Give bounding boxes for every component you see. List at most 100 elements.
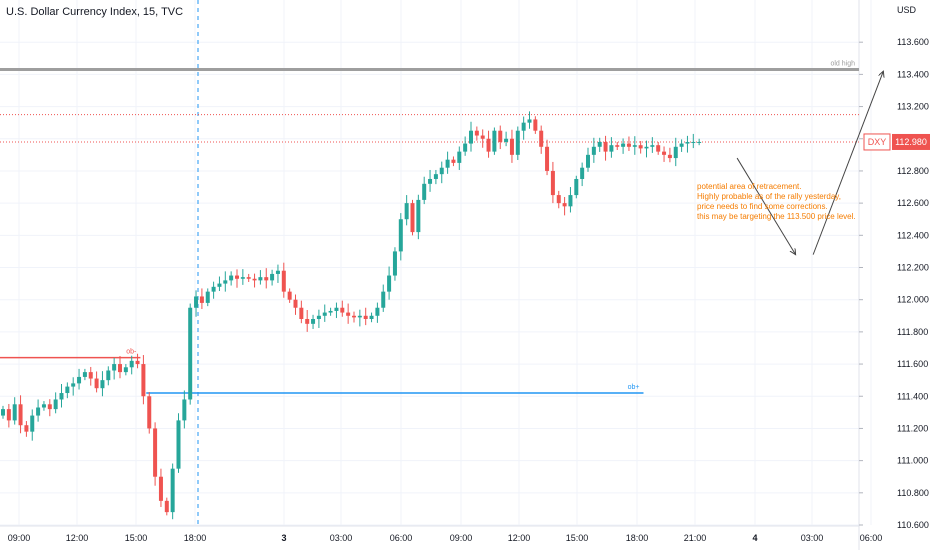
candle [398, 213, 403, 261]
candle [603, 135, 608, 161]
x-tick-label: 06:00 [390, 533, 413, 543]
y-tick-label: 112.600 [897, 198, 929, 208]
candle [123, 364, 128, 376]
y-tick-label: 111.800 [897, 327, 928, 337]
y-tick-label: 113.600 [897, 37, 929, 47]
candle [240, 269, 245, 285]
y-tick-label: 110.800 [897, 488, 929, 498]
candle [311, 314, 316, 329]
candle [433, 169, 438, 185]
annotation-line: Highly probable as of the rally yesterda… [697, 192, 841, 201]
y-tick-label: 112.400 [897, 230, 929, 240]
y-tick-label: 110.600 [897, 520, 929, 530]
candle [211, 281, 216, 299]
candle [223, 271, 228, 292]
candle [47, 399, 52, 417]
candle [94, 371, 99, 393]
candle [697, 138, 702, 146]
y-tick-label: 111.400 [897, 391, 928, 401]
candle [1, 405, 5, 419]
candle [363, 307, 368, 326]
candle [422, 176, 427, 205]
level-label: ob- [126, 349, 137, 356]
candle [615, 141, 620, 151]
candle [199, 288, 204, 310]
candle [182, 390, 187, 429]
candle [463, 136, 468, 156]
candle [30, 409, 35, 441]
candle [112, 357, 117, 380]
annotation-line: price needs to find some corrections. [697, 202, 828, 211]
x-tick-label: 18:00 [184, 533, 207, 543]
candle [650, 137, 655, 153]
candle [673, 137, 678, 167]
candle [264, 268, 269, 289]
candle [439, 161, 444, 184]
y-tick-label: 113.200 [897, 102, 929, 112]
candle [416, 194, 421, 240]
candle [492, 127, 497, 155]
candle [118, 356, 122, 379]
candle [410, 199, 415, 236]
candle [533, 116, 538, 134]
candle [6, 403, 11, 428]
price-levels: old high ob-ob+ [0, 61, 859, 394]
candle [287, 288, 292, 303]
candle [451, 156, 456, 167]
x-tick-label: 21:00 [684, 533, 707, 543]
last-price-tag: DXY 112.980 [863, 133, 930, 151]
candle [381, 284, 386, 312]
candle [135, 353, 140, 369]
candle [550, 161, 555, 204]
candle [568, 187, 573, 213]
candle [217, 276, 222, 291]
candle [457, 146, 462, 170]
candle [679, 139, 684, 152]
candle [235, 269, 239, 288]
candle [270, 269, 275, 286]
candle [562, 197, 567, 216]
candle [252, 273, 257, 288]
candle [275, 264, 280, 283]
candle [375, 302, 380, 323]
candle [638, 141, 643, 154]
annotation-text: potential area of retracement.Highly pro… [697, 182, 856, 221]
candle [328, 307, 333, 316]
candle [205, 288, 210, 307]
y-tick-label: 111.200 [897, 423, 928, 433]
candle [644, 140, 649, 158]
x-tick-label: 12:00 [508, 533, 531, 543]
candle [469, 121, 473, 152]
time-axis[interactable]: 09:00 12:00 15:00 18:00 3 03:00 06:00 09:00 12:0… [8, 533, 883, 543]
candle [504, 131, 509, 147]
candle [59, 384, 64, 408]
candle [586, 147, 590, 172]
chart-title: U.S. Dollar Currency Index, 15, TVC [6, 6, 184, 18]
y-tick-label: 111.600 [897, 359, 928, 369]
y-tick-label: 113.400 [897, 69, 929, 79]
candle [71, 377, 76, 396]
candle [667, 147, 672, 163]
candles [1, 111, 702, 520]
candle [498, 125, 503, 150]
candle [656, 141, 661, 155]
trend-arrow [812, 71, 883, 255]
candle [164, 497, 169, 516]
price-tag-symbol: DXY [868, 137, 887, 147]
candle [158, 468, 163, 507]
candle [18, 395, 23, 434]
x-tick-label: 09:00 [450, 533, 473, 543]
candle [153, 422, 158, 486]
candle [12, 397, 17, 425]
x-tick-label: 15:00 [125, 533, 148, 543]
candle [194, 290, 199, 317]
candle [474, 126, 479, 141]
y-tick-label: 112.200 [897, 263, 929, 273]
x-tick-label: 09:00 [8, 533, 31, 543]
level-label: old high [830, 61, 855, 68]
candle [515, 126, 520, 160]
candle [340, 300, 345, 317]
candle [299, 300, 304, 324]
candle [527, 111, 532, 129]
